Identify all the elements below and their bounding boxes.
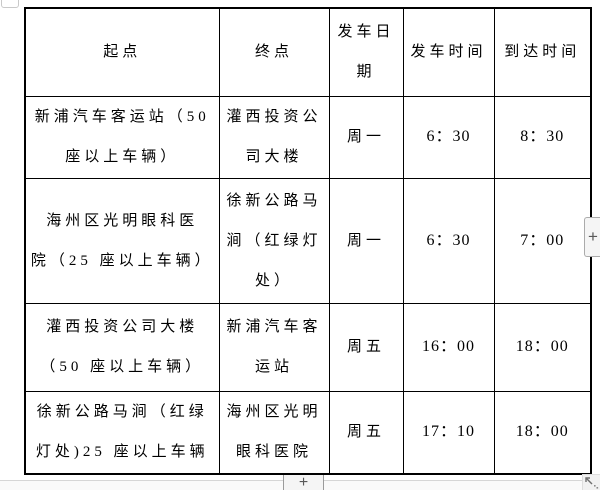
cell-origin[interactable]: 徐新公路马涧（红绿 灯处)25 座以上车辆 bbox=[24, 390, 220, 475]
table-resize-handle[interactable] bbox=[582, 474, 600, 490]
header-cell-origin[interactable]: 起点 bbox=[24, 7, 220, 97]
header-cell-departure-time[interactable]: 发车时间 bbox=[402, 7, 495, 97]
table-row: 海州区光明眼科医 院（25 座以上车辆） 徐新公路马 涧（红绿灯 处） 周一 6… bbox=[24, 177, 592, 304]
table-row: 新浦汽车客运站（50 座以上车辆） 灌西投资公 司大楼 周一 6：30 8：30 bbox=[24, 95, 592, 179]
plus-icon: + bbox=[298, 473, 309, 490]
cell-arrival-time[interactable]: 18：00 bbox=[493, 302, 592, 392]
header-destination-label: 终点 bbox=[254, 44, 293, 61]
cell-destination[interactable]: 新浦汽车客 运站 bbox=[218, 302, 330, 392]
cell-text: 海州区光明眼科医 院（25 座以上车辆） bbox=[30, 212, 214, 269]
header-cell-arrival-time[interactable]: 到达时间 bbox=[493, 7, 592, 97]
cell-departure-time[interactable]: 17：10 bbox=[402, 390, 495, 475]
cell-origin[interactable]: 海州区光明眼科医 院（25 座以上车辆） bbox=[24, 177, 220, 304]
cell-text: 8：30 bbox=[520, 128, 565, 145]
cell-departure-day[interactable]: 周一 bbox=[328, 95, 404, 179]
header-cell-departure-day[interactable]: 发车日 期 bbox=[328, 7, 404, 97]
cell-origin[interactable]: 新浦汽车客运站（50 座以上车辆） bbox=[24, 95, 220, 179]
cell-departure-time[interactable]: 6：30 bbox=[402, 95, 495, 179]
cell-departure-time[interactable]: 16：00 bbox=[402, 302, 495, 392]
cell-text: 周五 bbox=[346, 424, 385, 441]
cell-departure-time[interactable]: 6：30 bbox=[402, 177, 495, 304]
cell-text: 徐新公路马 涧（红绿灯 处） bbox=[226, 192, 322, 289]
add-row-button[interactable]: + bbox=[283, 473, 324, 490]
cell-text: 17：10 bbox=[421, 423, 475, 441]
cell-text: 海州区光明 眼科医院 bbox=[226, 404, 322, 461]
plus-icon: + bbox=[588, 227, 598, 246]
cell-arrival-time[interactable]: 7：00 bbox=[493, 177, 592, 304]
cell-text: 周一 bbox=[346, 232, 385, 249]
header-origin-label: 起点 bbox=[103, 44, 142, 61]
top-left-partial-control[interactable] bbox=[1, 0, 19, 8]
cell-arrival-time[interactable]: 8：30 bbox=[493, 95, 592, 179]
cell-text: 徐新公路马涧（红绿 灯处)25 座以上车辆 bbox=[35, 404, 209, 461]
cell-destination[interactable]: 海州区光明 眼科医院 bbox=[218, 390, 330, 475]
cell-text: 7：00 bbox=[520, 231, 565, 249]
table-row: 徐新公路马涧（红绿 灯处)25 座以上车辆 海州区光明 眼科医院 周五 17：1… bbox=[24, 390, 592, 475]
cell-arrival-time[interactable]: 18：00 bbox=[493, 390, 592, 475]
table-row: 灌西投资公司大楼 （50 座以上车辆） 新浦汽车客 运站 周五 16：00 18… bbox=[24, 302, 592, 392]
cell-text: 6：30 bbox=[426, 231, 471, 249]
cell-text: 新浦汽车客 运站 bbox=[226, 319, 322, 375]
cell-text: 灌西投资公 司大楼 bbox=[226, 109, 322, 165]
cell-origin[interactable]: 灌西投资公司大楼 （50 座以上车辆） bbox=[24, 302, 220, 392]
cell-text: 16：00 bbox=[421, 338, 475, 355]
resize-arrow-icon bbox=[583, 475, 599, 490]
cell-text: 灌西投资公司大楼 （50 座以上车辆） bbox=[40, 319, 205, 375]
add-column-button[interactable]: + bbox=[584, 217, 600, 257]
cell-text: 18：00 bbox=[515, 338, 569, 355]
table-header-row: 起点 终点 发车日 期 发车时间 到达时间 bbox=[24, 7, 592, 97]
header-departure-day-label: 发车日 期 bbox=[337, 24, 395, 81]
header-arrival-time-label: 到达时间 bbox=[504, 44, 581, 61]
cell-text: 6：30 bbox=[426, 128, 471, 145]
cell-destination[interactable]: 灌西投资公 司大楼 bbox=[218, 95, 330, 179]
cell-text: 周五 bbox=[346, 339, 385, 355]
header-cell-destination[interactable]: 终点 bbox=[218, 7, 330, 97]
header-departure-time-label: 发车时间 bbox=[410, 44, 487, 61]
cell-text: 新浦汽车客运站（50 座以上车辆） bbox=[34, 109, 210, 165]
cell-departure-day[interactable]: 周五 bbox=[328, 302, 404, 392]
bus-schedule-table: 起点 终点 发车日 期 发车时间 到达时间 新浦汽车客运站（50 座以上车辆） … bbox=[24, 7, 592, 475]
cell-departure-day[interactable]: 周五 bbox=[328, 390, 404, 475]
cell-text: 周一 bbox=[346, 129, 385, 145]
cell-departure-day[interactable]: 周一 bbox=[328, 177, 404, 304]
cell-destination[interactable]: 徐新公路马 涧（红绿灯 处） bbox=[218, 177, 330, 304]
cell-text: 18：00 bbox=[515, 423, 569, 441]
